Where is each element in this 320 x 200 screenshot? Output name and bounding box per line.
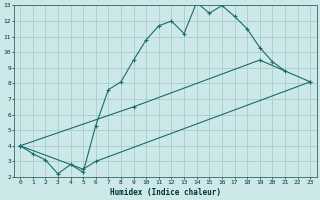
- X-axis label: Humidex (Indice chaleur): Humidex (Indice chaleur): [110, 188, 220, 197]
